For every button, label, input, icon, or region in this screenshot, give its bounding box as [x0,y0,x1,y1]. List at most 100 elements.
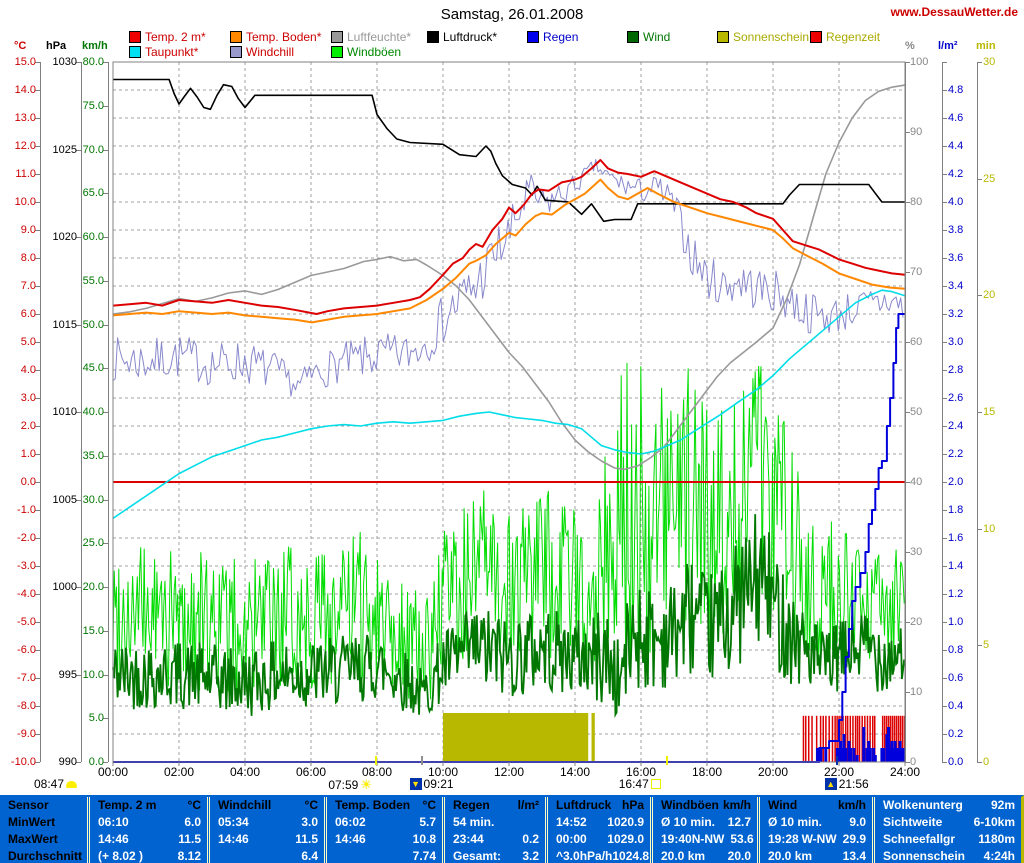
rain-bar [873,755,877,762]
axis-tick [35,762,40,763]
cell-value: 12.7 [727,815,751,829]
axis-tick [942,258,947,259]
cell-time: 00:00 [556,832,587,846]
legend-item-wind: Wind [627,30,670,44]
axis-tick-label: 990 [58,756,77,768]
sensor-column-luftdruck: Luftdruck hPa 14:52 1020.9 00:00 1029.0 ^3.0hP… [545,797,650,863]
regenzeit-bar [807,715,810,762]
legend-label: Luftfeuchte* [347,29,412,44]
axis-tick [35,202,40,203]
cell-time: Ø 10 min. [768,815,823,829]
regenzeit-bar [815,715,818,762]
table-row: 54 min. [445,814,545,831]
axis-tick-label: 2.0 [948,476,964,488]
sensor-column-temp-2-m: Temp. 2 m °C 06:10 6.0 14:46 11.5 (+ 8.02 ) 8.1… [87,797,207,863]
axis-tick-label: 40 [910,476,923,488]
axis-tick-label: 1.4 [948,560,964,572]
axis-tick [35,454,40,455]
marker-time: 21:56 [838,777,869,791]
axis-tick [103,762,108,763]
axis-tick [35,314,40,315]
axis-tick [942,734,947,735]
rain-bar [885,734,889,762]
cell-time: 54 min. [453,815,495,829]
axis-tick [76,412,81,413]
regenzeit-bar [831,715,834,762]
series-taupunkt-line [112,289,906,520]
axis-tick-label: 4.4 [948,140,964,152]
rain-bar [840,748,844,762]
sensor-name: Temp. 2 m [98,798,157,812]
cell-direction [822,814,843,831]
extra-value: 1180m [978,832,1015,846]
axis-tick [103,455,108,457]
axis-tick [942,62,947,63]
regenzeit-bar [869,715,871,762]
axis-tick-label: 10 [910,686,923,698]
axis-tick [103,543,108,545]
cell-value: 13.4 [842,849,866,863]
axis-tick-label: 35.0 [82,449,104,462]
cell-value: 11.5 [178,832,201,846]
axis-tick-label: 9.0 [20,224,36,236]
flag-down-icon: ▼ [409,778,422,790]
rain-bar [839,741,843,762]
cell-time: (+ 8.02 ) [98,849,144,863]
axis-tick [76,674,81,676]
axis-tick [942,230,947,231]
regenzeit-bar [856,715,859,762]
axis-tick [977,528,982,530]
axis-tick [942,286,947,287]
axis-tick [76,62,81,63]
axis-tick-label: 45.0 [82,362,104,375]
axis-tick-label: 100 [910,56,929,68]
legend-item-windchill: Windchill [230,45,294,59]
site-link[interactable]: www.DessauWetter.de [890,5,1018,19]
rain-bar [819,748,823,762]
axis-tick-label: 10 [983,522,996,535]
axis-tick-label: 30.0 [82,493,104,506]
cell-value: 7.74 [412,849,436,863]
axis-tick-label: 5 [983,639,990,652]
table-row: 6.4 [210,848,324,863]
x-axis-label: 12:00 [493,765,525,779]
cell-value: 6.0 [184,815,201,829]
cell-value: 10.8 [412,832,436,846]
cell-time: 06:02 [335,815,366,829]
moonrise-flag-icon: ▲ [824,778,837,790]
table-row: 19:28 W-NW 29.9 [760,831,872,848]
axis-tick-label: 10.0 [14,196,36,208]
table-row: Ø 10 min. 9.0 [760,814,872,831]
rain-bar [844,748,848,762]
table-row: Temp. Boden °C [327,797,442,814]
extra-value: 6-10km [973,815,1015,829]
axis-tick [35,90,40,91]
rain-bar [868,748,872,762]
regenzeit-bar [866,715,869,762]
regenzeit-bar [836,715,838,762]
x-axis-label: 02:00 [163,765,195,779]
sensor-column-windb-en: Windböen km/h Ø 10 min. 12.7 19:40 N-NW 53.6 20… [650,797,757,863]
axis-tick [35,510,40,511]
axis-tick [103,324,108,326]
axis-tick [905,692,910,693]
legend-color-swatch [331,30,343,43]
legend-color-swatch [230,30,242,43]
table-row: Schneefallgr 1180m [875,831,1021,848]
rain-bar [891,748,895,762]
table-row: MinWert [0,814,87,831]
axis-tick-label: 25 [983,172,996,185]
axis-tick-label: 0.8 [948,644,964,656]
cell-direction: N-NW [691,832,725,846]
cell-value: 9.0 [849,815,866,829]
regenzeit-bar [861,715,863,762]
legend-item-temp-boden-: Temp. Boden* [230,30,321,44]
axis-tick-label: -1.0 [17,504,36,516]
axis-tick-label: 1.8 [948,504,964,516]
axis-tick [905,622,910,623]
cell-value: 3.2 [522,849,539,863]
legend-label: Temp. 2 m* [145,29,206,44]
axis-tick-label: 1.2 [948,588,964,600]
x-axis-label: 10:00 [427,765,459,779]
cell-value: 8.12 [177,849,201,863]
